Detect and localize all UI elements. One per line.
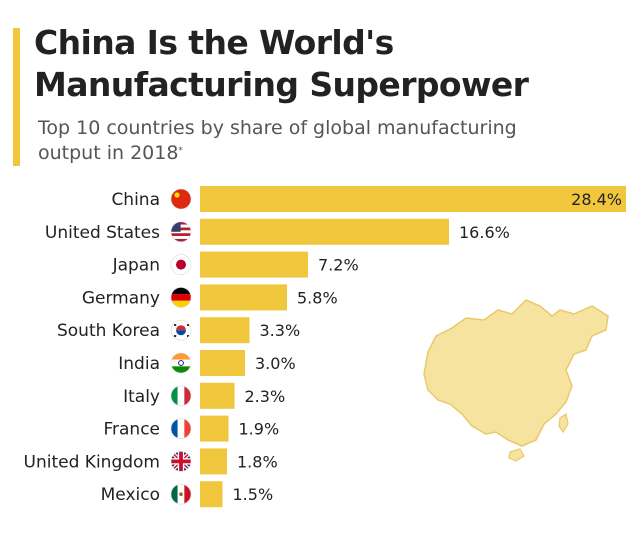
bar-china	[200, 186, 626, 212]
bar-mexico	[200, 481, 223, 508]
value-label-china: 28.4%	[571, 190, 622, 209]
chart-subtitle: Top 10 countries by share of global manu…	[38, 116, 578, 166]
bar-france	[200, 415, 229, 442]
bar-row-china: China 28.4%	[111, 186, 626, 212]
category-label-india: India	[118, 354, 160, 374]
japan-flag-icon	[170, 254, 192, 275]
bar-germany	[200, 284, 287, 311]
bar-india	[200, 350, 245, 376]
germany-flag-icon	[170, 287, 192, 308]
value-label-germany: 5.8%	[297, 288, 338, 307]
chart-subtitle-line-2: output in 2018	[38, 142, 179, 164]
chart-subtitle-line-1: Top 10 countries by share of global manu…	[38, 117, 517, 139]
value-label-italy: 2.3%	[245, 387, 286, 406]
value-label-united-kingdom: 1.8%	[237, 452, 278, 471]
value-label-mexico: 1.5%	[233, 485, 274, 504]
bar-united-states	[200, 218, 449, 245]
china-map-icon	[423, 299, 609, 447]
title-accent-bar	[13, 28, 20, 166]
category-label-japan: Japan	[112, 256, 160, 276]
bar-row-mexico: Mexico 1.5%	[101, 481, 274, 508]
bars-layer: China 28.4% United States 16.6% Japan 7.2% Ger…	[24, 186, 626, 508]
france-flag-icon	[170, 418, 192, 439]
value-label-france: 1.9%	[239, 420, 280, 439]
taiwan-island-icon	[558, 413, 569, 434]
bar-row-italy: Italy 2.3%	[123, 382, 286, 409]
bar-row-japan: Japan 7.2%	[112, 251, 359, 278]
usa-flag-icon	[170, 221, 192, 243]
category-label-south-korea: South Korea	[57, 321, 160, 341]
category-label-china: China	[111, 190, 160, 210]
bar-united-kingdom	[200, 448, 227, 475]
chart-title: China Is the World's Manufacturing Super…	[34, 22, 624, 106]
value-label-india: 3.0%	[255, 354, 296, 373]
category-label-france: France	[103, 420, 160, 440]
bar-row-germany: Germany 5.8%	[82, 284, 338, 311]
value-label-united-states: 16.6%	[459, 223, 510, 242]
italy-flag-icon	[170, 385, 192, 407]
category-label-germany: Germany	[82, 288, 160, 308]
category-label-united-kingdom: United Kingdom	[24, 452, 160, 472]
chart-title-line-1: China Is the World's	[34, 23, 394, 62]
bar-italy	[200, 382, 235, 409]
category-label-mexico: Mexico	[101, 485, 160, 505]
value-label-south-korea: 3.3%	[260, 321, 301, 340]
bar-row-south-korea: South Korea 3.3%	[57, 317, 301, 344]
bar-south-korea	[200, 317, 250, 344]
category-label-italy: Italy	[123, 387, 160, 407]
hainan-island-icon	[508, 448, 525, 462]
footnote-mark: *	[178, 146, 183, 156]
uk-flag-icon	[170, 451, 192, 472]
mexico-flag-icon	[170, 483, 192, 505]
bar-row-united-kingdom: United Kingdom 1.8%	[24, 448, 278, 475]
category-label-united-states: United States	[45, 223, 160, 243]
south-korea-flag-icon	[170, 319, 192, 341]
bar-row-france: France 1.9%	[103, 415, 280, 442]
india-flag-icon	[170, 352, 192, 374]
china-map-illustration	[423, 299, 609, 462]
chart-title-line-2: Manufacturing Superpower	[34, 65, 529, 104]
bar-row-india: India 3.0%	[118, 350, 296, 376]
china-flag-icon	[170, 188, 192, 210]
value-label-japan: 7.2%	[318, 256, 359, 275]
bar-row-united-states: United States 16.6%	[45, 218, 510, 245]
bar-japan	[200, 251, 308, 278]
